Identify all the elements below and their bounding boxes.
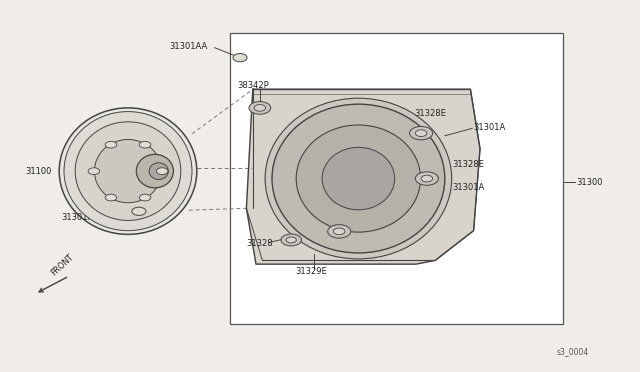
Circle shape <box>410 126 433 140</box>
Text: 31300: 31300 <box>576 178 602 187</box>
Circle shape <box>415 130 427 137</box>
Circle shape <box>254 105 266 111</box>
Text: 31328E: 31328E <box>452 160 484 169</box>
Circle shape <box>249 102 271 114</box>
Circle shape <box>105 194 116 201</box>
Text: 31301AA: 31301AA <box>170 42 208 51</box>
Circle shape <box>328 225 351 238</box>
Text: FRONT: FRONT <box>49 253 76 278</box>
Ellipse shape <box>76 122 181 220</box>
Ellipse shape <box>64 112 192 231</box>
Circle shape <box>333 228 345 235</box>
Circle shape <box>415 172 438 185</box>
Circle shape <box>132 207 146 215</box>
Ellipse shape <box>296 125 420 232</box>
Circle shape <box>233 54 247 62</box>
Text: 31301A: 31301A <box>452 183 484 192</box>
Text: 31301A: 31301A <box>351 231 383 240</box>
Ellipse shape <box>60 108 197 234</box>
Ellipse shape <box>149 163 168 179</box>
Text: 31301A: 31301A <box>474 123 506 132</box>
Ellipse shape <box>265 98 452 259</box>
Circle shape <box>281 234 301 246</box>
Circle shape <box>140 194 151 201</box>
Bar <box>230 33 563 324</box>
Text: 31301AA: 31301AA <box>61 213 99 222</box>
Text: 31328E: 31328E <box>415 109 447 118</box>
Text: s3_0004: s3_0004 <box>557 347 589 356</box>
Ellipse shape <box>136 154 173 188</box>
Circle shape <box>105 141 116 148</box>
Ellipse shape <box>272 104 445 253</box>
Circle shape <box>286 237 296 243</box>
Circle shape <box>140 141 151 148</box>
Circle shape <box>156 168 168 174</box>
Text: 38342P: 38342P <box>237 81 269 90</box>
Ellipse shape <box>322 147 395 210</box>
Circle shape <box>421 175 433 182</box>
Ellipse shape <box>95 140 161 203</box>
Text: 31328: 31328 <box>246 239 273 248</box>
Circle shape <box>88 168 100 174</box>
Polygon shape <box>246 89 480 264</box>
Text: 31329E: 31329E <box>296 267 328 276</box>
Text: 31100: 31100 <box>26 167 52 176</box>
